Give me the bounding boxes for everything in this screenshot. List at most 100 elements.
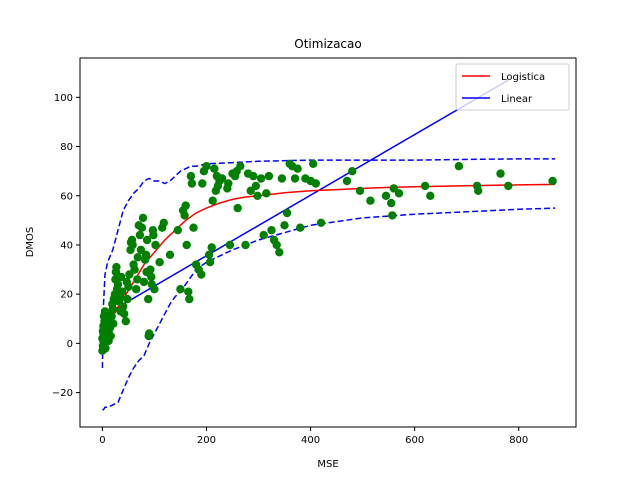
- y-tick-label: 20: [60, 290, 73, 301]
- scatter-point: [112, 262, 121, 272]
- scatter-point: [282, 208, 292, 218]
- scatter-point: [208, 196, 217, 205]
- scatter-point: [204, 250, 214, 259]
- scatter-point: [123, 294, 132, 304]
- scatter-point: [311, 179, 320, 188]
- scatter-point: [210, 164, 219, 173]
- y-axis: −20 0 20 40 60 80 100: [52, 93, 80, 399]
- linear-fit-layer: [102, 79, 509, 317]
- scatter-point: [144, 294, 153, 304]
- scatter-point: [118, 287, 127, 296]
- scatter-point: [130, 265, 139, 274]
- scatter-point: [180, 211, 189, 220]
- scatter-point: [121, 317, 130, 326]
- scatter-point: [420, 181, 430, 191]
- x-tick-label: 800: [509, 435, 528, 446]
- scatter-point: [109, 319, 118, 328]
- scatter-point: [124, 282, 133, 291]
- x-tick-label: 600: [405, 435, 424, 446]
- scatter-point: [474, 186, 483, 195]
- y-tick-label: −20: [52, 388, 73, 399]
- scatter-point: [133, 275, 142, 284]
- scatter-point: [151, 240, 160, 250]
- scatter-point: [296, 223, 305, 232]
- y-tick-label: 80: [60, 142, 73, 153]
- scatter-point: [147, 272, 156, 282]
- scatter-point: [277, 174, 287, 183]
- scatter-point: [342, 176, 352, 186]
- scatter-point: [185, 294, 194, 304]
- legend-linear-label: Linear: [501, 94, 533, 105]
- plot-area: [79, 57, 577, 428]
- linear-fit-line: [102, 79, 509, 317]
- scatter-point: [249, 171, 258, 181]
- scatter-point: [290, 174, 300, 183]
- scatter-point: [139, 277, 149, 287]
- scatter-point: [348, 167, 357, 176]
- scatter-point: [394, 189, 404, 198]
- scatter-point: [207, 243, 216, 252]
- scatter-point: [355, 186, 365, 195]
- scatter-point: [224, 179, 233, 188]
- scatter-point: [293, 164, 302, 173]
- scatter-point: [504, 181, 513, 191]
- x-tick-label: 200: [197, 435, 216, 446]
- scatter-point: [132, 285, 141, 294]
- scatter-point: [107, 312, 116, 321]
- scatter-point: [184, 287, 193, 296]
- y-tick-label: 0: [67, 339, 73, 350]
- scatter-point: [454, 162, 464, 171]
- scatter-point: [120, 309, 129, 318]
- scatter-point: [101, 344, 110, 353]
- scatter-point: [387, 198, 396, 208]
- scatter-point: [137, 223, 147, 232]
- scatter-point: [381, 191, 391, 200]
- x-tick-label: 400: [301, 435, 320, 446]
- scatter-point: [176, 285, 185, 294]
- scatter-point: [236, 162, 245, 171]
- scatter-point: [186, 171, 196, 181]
- scatter-point: [187, 179, 197, 188]
- scatter-point: [142, 235, 152, 245]
- scatter-point: [267, 226, 276, 235]
- scatter-point: [155, 258, 164, 267]
- upper-bound-line: [101, 158, 556, 369]
- scatter-point: [205, 258, 215, 267]
- scatter-point: [272, 240, 281, 250]
- scatter-point: [275, 248, 284, 257]
- scatter-point: [264, 171, 274, 181]
- scatter-point: [251, 181, 261, 191]
- scatter-point: [182, 240, 191, 250]
- scatter-point: [198, 179, 207, 188]
- scatter-point: [119, 302, 128, 311]
- scatter-point: [141, 250, 151, 259]
- scatter-point: [426, 191, 435, 200]
- x-axis: 0 200 400 600 800: [99, 427, 528, 446]
- scatter-point: [146, 265, 155, 274]
- x-tick-label: 0: [99, 435, 105, 446]
- scatter-point: [309, 159, 318, 168]
- plot-frame: [79, 57, 577, 428]
- scatter-point: [202, 162, 211, 171]
- scatter-point: [316, 218, 326, 227]
- scatter-point: [259, 230, 268, 240]
- scatter-point: [388, 211, 397, 220]
- scatter-point: [262, 189, 271, 198]
- scatter-point: [496, 169, 505, 178]
- x-axis-label: MSE: [317, 459, 338, 470]
- confidence-bounds: [101, 158, 556, 411]
- scatter-point: [197, 270, 206, 279]
- scatter-points: [98, 159, 557, 355]
- scatter-point: [173, 226, 182, 235]
- scatter-point: [233, 203, 242, 213]
- y-axis-label: DMOS: [25, 227, 36, 258]
- scatter-point: [165, 250, 175, 259]
- y-tick-label: 40: [60, 240, 73, 251]
- scatter-point: [116, 272, 126, 282]
- scatter-point: [280, 221, 289, 230]
- chart-title: Otimizacao: [294, 37, 361, 51]
- scatter-point: [145, 329, 154, 338]
- scatter-point: [225, 240, 235, 250]
- y-tick-label: 60: [60, 191, 73, 202]
